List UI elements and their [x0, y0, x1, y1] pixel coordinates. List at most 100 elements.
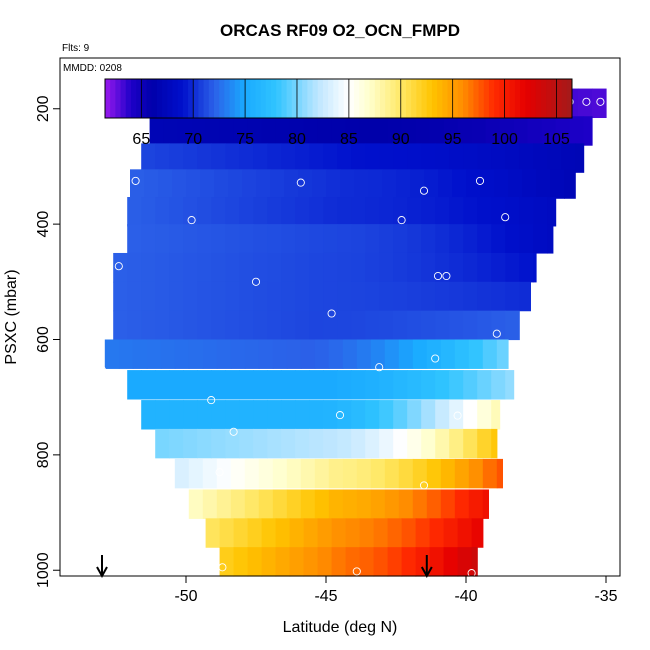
heatmap-cell — [491, 224, 506, 254]
heatmap-cell — [351, 400, 366, 430]
heatmap-cell — [477, 252, 492, 283]
colorbar-segment — [561, 79, 568, 118]
colorbar-segment — [333, 79, 339, 118]
heatmap-cell — [337, 370, 352, 400]
heatmap-cell — [480, 169, 495, 199]
heatmap-cell — [314, 489, 330, 519]
heatmap-cell — [421, 310, 436, 341]
heatmap-cell — [443, 547, 459, 577]
heatmap-cell — [351, 197, 366, 227]
heatmap-cell — [351, 281, 366, 312]
colorbar-segment — [250, 79, 256, 118]
heatmap-cell — [359, 116, 375, 146]
heatmap-cell — [300, 458, 316, 489]
heatmap-cell — [300, 489, 316, 519]
data-point — [419, 481, 429, 490]
colorbar-segment — [483, 79, 490, 118]
heatmap-cell — [253, 310, 268, 341]
heatmap-cell — [345, 518, 361, 548]
axes: -50 -45 -40 -35 200 400 600 800 1000 — [35, 95, 618, 605]
heatmap-cell — [211, 197, 226, 227]
heatmap-cell — [477, 370, 492, 400]
heatmap-cell — [253, 224, 268, 254]
heatmap-cell — [454, 458, 470, 489]
heatmap-cell — [337, 197, 352, 227]
data-point — [475, 176, 485, 185]
heatmap-cell — [317, 518, 333, 548]
heatmap-cell — [387, 116, 403, 146]
heatmap-cell — [191, 116, 207, 146]
heatmap-cell — [547, 224, 554, 254]
heatmap-cell — [468, 339, 484, 369]
heatmap-cell — [144, 169, 159, 199]
heatmap-cell — [463, 197, 478, 227]
heatmap-cell — [233, 116, 249, 146]
heatmap-cell — [471, 518, 484, 548]
heatmap-cell — [326, 169, 341, 199]
heatmap-cell — [449, 400, 464, 430]
colorbar-segment — [276, 79, 282, 118]
heatmap-cell — [412, 339, 428, 369]
heatmap-cell — [169, 197, 184, 227]
colorbar-segment — [540, 79, 547, 118]
colorbar-segment — [167, 79, 173, 118]
heatmap-cell — [435, 370, 450, 400]
heatmap-cell — [253, 252, 268, 283]
heatmap-cell — [435, 281, 450, 312]
heatmap-cell — [541, 116, 557, 146]
heatmap-cell — [421, 224, 436, 254]
colorbar-segment — [208, 79, 215, 118]
heatmap-cell — [155, 252, 170, 283]
heatmap-cell — [323, 143, 338, 173]
heatmap-cell — [440, 458, 456, 489]
plot-frame — [59, 57, 621, 577]
colorbar-segment — [364, 79, 371, 118]
heatmap-cell — [225, 310, 240, 341]
heatmap-cell — [499, 116, 515, 146]
heatmap-cell — [457, 518, 473, 548]
heatmap-cell — [155, 143, 170, 173]
heatmap-cell — [174, 458, 190, 489]
heatmap-cell — [331, 547, 347, 577]
heatmap-cell — [183, 428, 198, 459]
heatmap-cell — [169, 143, 184, 173]
heatmap-cell — [452, 169, 467, 199]
heatmap-cell — [281, 370, 296, 400]
heatmap-cell — [295, 428, 310, 459]
heatmap-cell — [216, 489, 232, 519]
heatmap-cell — [491, 400, 501, 430]
heatmap-cell — [485, 116, 501, 146]
data-point — [492, 329, 501, 338]
heatmap-cell — [351, 428, 366, 459]
heatmap-cell — [314, 339, 330, 369]
heatmap-cell — [337, 224, 352, 254]
heatmap-cell — [393, 224, 408, 254]
data-point — [229, 427, 238, 436]
heatmap-cell — [284, 169, 299, 199]
colorbar-segment — [514, 79, 521, 118]
heatmap-cell — [440, 489, 456, 519]
heatmap-cell — [261, 547, 277, 577]
colorbar-segment — [400, 79, 407, 118]
heatmap-cell — [331, 518, 347, 548]
heatmap-cell — [323, 400, 338, 430]
heatmap-cell — [555, 116, 571, 146]
heatmap-cell — [317, 116, 333, 146]
heatmap-cell — [239, 310, 254, 341]
heatmap-cell — [468, 489, 484, 519]
heatmap-cell — [407, 370, 422, 400]
heatmap-cell — [225, 428, 240, 459]
heatmap-cell — [463, 281, 478, 312]
heatmap-cell — [345, 547, 361, 577]
colorbar-segment — [457, 79, 464, 118]
colorbar-segment — [421, 79, 428, 118]
heatmap-cell — [281, 281, 296, 312]
heatmap-cell — [127, 281, 142, 312]
colorbar-segment — [141, 79, 148, 118]
heatmap-cell — [533, 143, 548, 173]
y-tick-label: 1000 — [35, 552, 52, 588]
colorbar-segment — [281, 79, 288, 118]
heatmap-cell — [242, 169, 257, 199]
heatmap-cell — [482, 489, 489, 519]
heatmap-cell — [421, 400, 436, 430]
